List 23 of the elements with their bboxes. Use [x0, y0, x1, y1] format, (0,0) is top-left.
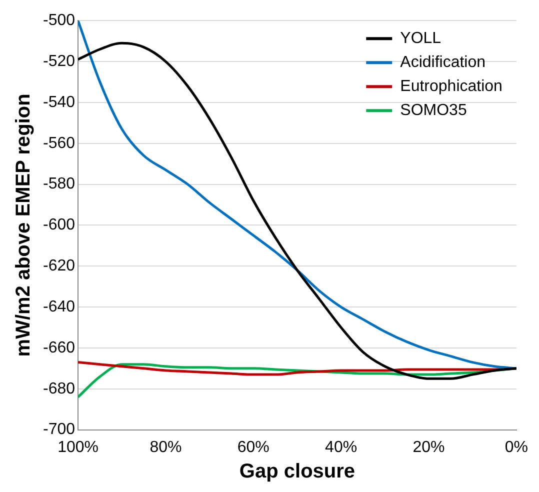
x-tick-label: 0% [504, 438, 528, 456]
x-tick-label: 40% [325, 438, 358, 456]
y-tick-label: -680 [42, 380, 76, 398]
legend-label: Acidification [400, 54, 486, 72]
y-tick-label: -600 [42, 216, 76, 234]
x-tick-label: 60% [237, 438, 270, 456]
x-tick-label: 80% [150, 438, 182, 456]
x-tick-label: 20% [412, 438, 445, 456]
legend-label: Eutrophication [400, 78, 502, 96]
y-tick-label: -520 [42, 52, 76, 70]
y-tick-label: -620 [42, 258, 76, 275]
legend-label: SOMO35 [400, 102, 467, 120]
legend-label: YOLL [400, 30, 442, 48]
y-tick-label: -540 [42, 94, 76, 111]
y-tick-label: -580 [42, 176, 76, 193]
y-tick-label: -560 [42, 134, 76, 152]
x-tick-label: 100% [58, 438, 98, 456]
y-tick-label: -640 [42, 298, 76, 316]
y-axis-title: mW/m2 above EMEP region [12, 94, 35, 357]
y-tick-label: -500 [42, 12, 76, 30]
y-tick-label: -660 [42, 339, 76, 356]
y-tick-label: -700 [42, 421, 76, 438]
x-axis-title: Gap closure [239, 460, 356, 483]
